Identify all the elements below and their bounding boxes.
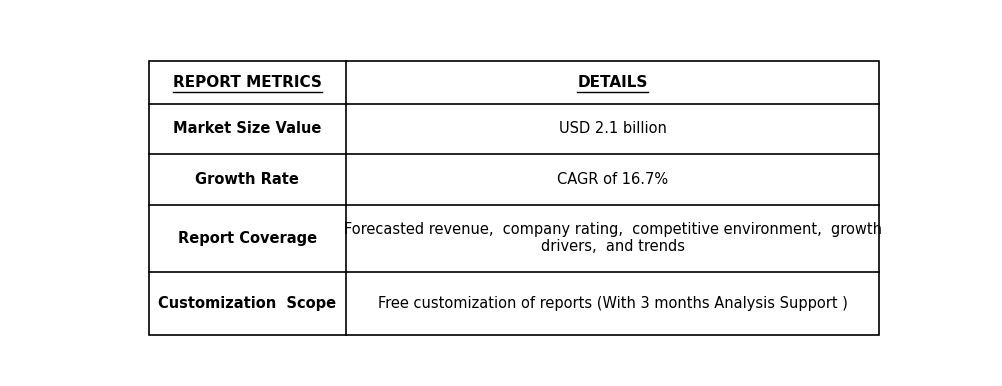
Text: Report Coverage: Report Coverage bbox=[177, 231, 317, 246]
Text: CAGR of 16.7%: CAGR of 16.7% bbox=[556, 172, 667, 187]
Text: REPORT METRICS: REPORT METRICS bbox=[172, 75, 322, 90]
Text: Market Size Value: Market Size Value bbox=[173, 121, 322, 136]
Text: USD 2.1 billion: USD 2.1 billion bbox=[558, 121, 666, 136]
Text: DETAILS: DETAILS bbox=[577, 75, 647, 90]
Text: Customization  Scope: Customization Scope bbox=[158, 296, 336, 311]
Text: Free customization of reports (With 3 months Analysis Support ): Free customization of reports (With 3 mo… bbox=[378, 296, 847, 311]
Text: Forecasted revenue,  company rating,  competitive environment,  growth
drivers, : Forecasted revenue, company rating, comp… bbox=[344, 222, 881, 254]
Text: Growth Rate: Growth Rate bbox=[195, 172, 299, 187]
